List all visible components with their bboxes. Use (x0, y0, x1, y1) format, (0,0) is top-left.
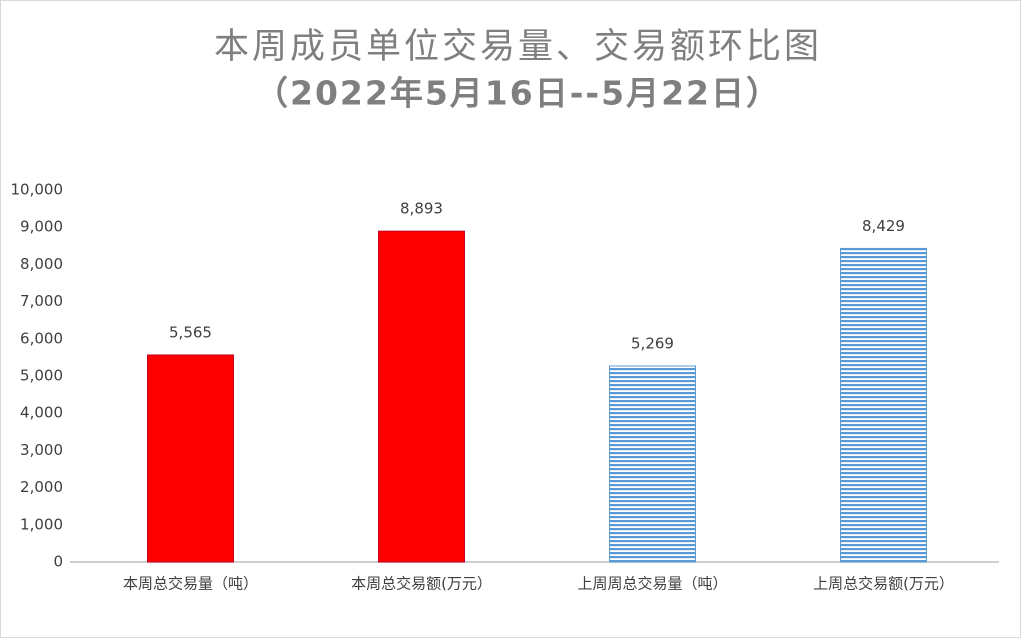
chart-subtitle: （2022年5月16日--5月22日） (255, 74, 781, 113)
y-tick-label: 5,000 (20, 367, 63, 385)
y-tick-label: 8,000 (20, 255, 63, 273)
y-tick-label: 3,000 (20, 441, 63, 459)
bar (378, 230, 465, 563)
bar (147, 354, 234, 563)
value-label: 5,565 (169, 323, 212, 341)
y-tick-label: 6,000 (20, 329, 63, 347)
chart-title: 本周成员单位交易量、交易额环比图 (214, 27, 822, 67)
y-tick-label: 1,000 (20, 515, 63, 533)
y-tick-label: 2,000 (20, 478, 63, 496)
x-tick-label: 上周总交易额(万元） (813, 575, 954, 593)
bar (609, 365, 696, 563)
value-label: 8,429 (862, 217, 905, 235)
y-tick-label: 0 (53, 553, 63, 571)
value-label: 8,893 (400, 200, 443, 218)
y-tick-label: 7,000 (20, 292, 63, 310)
value-label: 5,269 (631, 334, 674, 352)
bar (840, 247, 927, 563)
y-tick-label: 10,000 (11, 181, 64, 199)
y-tick-label: 9,000 (20, 218, 63, 236)
x-tick-label: 本周总交易量（吨） (123, 575, 258, 593)
x-tick-label: 上周周总交易量（吨） (577, 575, 727, 593)
y-tick-label: 4,000 (20, 404, 63, 422)
x-tick-label: 本周总交易额(万元） (351, 575, 492, 593)
